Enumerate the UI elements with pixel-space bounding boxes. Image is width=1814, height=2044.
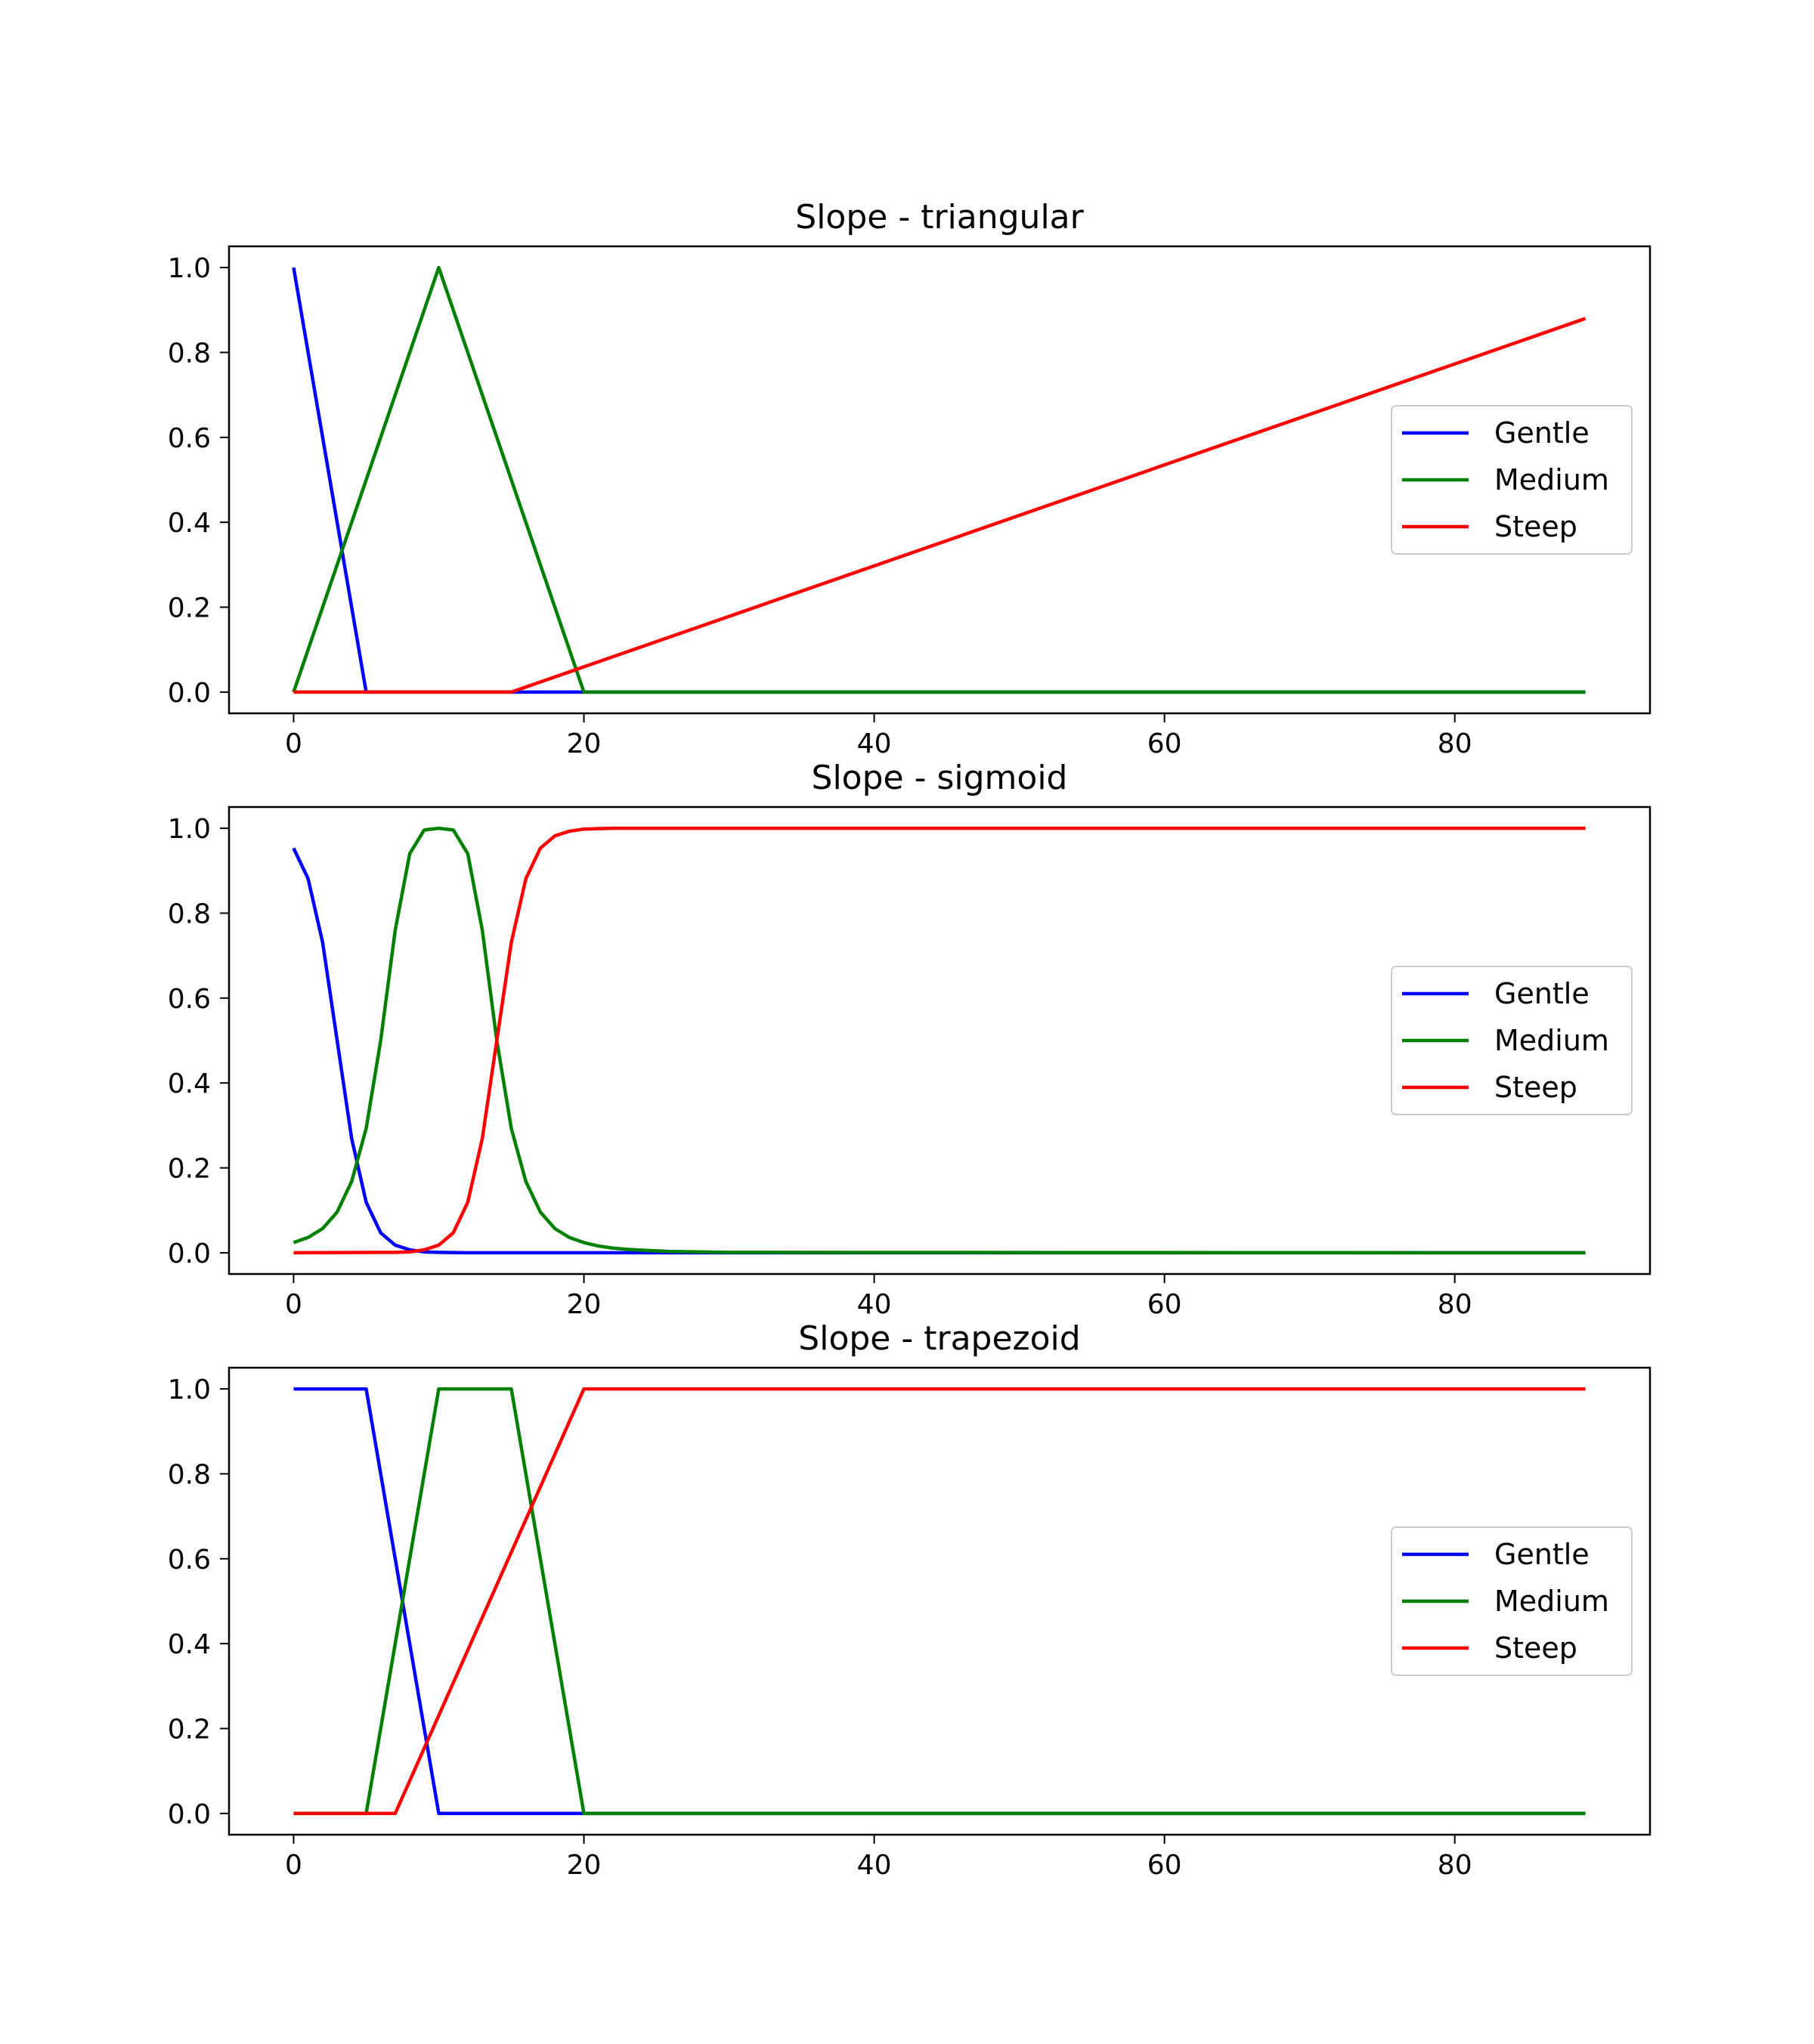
y-tick-label: 0.6 <box>168 423 211 454</box>
x-tick-label: 0 <box>285 728 302 759</box>
x-tick-label: 40 <box>857 1850 892 1881</box>
series-line-medium <box>292 265 1586 694</box>
legend: Gentle Medium Steep <box>1391 1526 1633 1676</box>
series-line-gentle <box>292 847 1586 1255</box>
y-tick-label: 1.0 <box>168 814 211 845</box>
y-tick-label: 0.0 <box>168 1799 211 1830</box>
x-tick-label: 0 <box>285 1289 302 1320</box>
subplot-1: Slope - triangular 0 20 40 60 80 0.0 0.2 0.4 0.6 0… <box>168 198 1651 759</box>
chart-title: Slope - sigmoid <box>812 759 1068 797</box>
legend-box <box>1391 1526 1633 1676</box>
x-tick-label: 60 <box>1147 728 1182 759</box>
y-tick-label: 0.4 <box>168 1068 211 1099</box>
chart-title: Slope - triangular <box>795 198 1084 237</box>
legend-box <box>1391 966 1633 1115</box>
y-tick-label: 0.0 <box>168 1238 211 1269</box>
legend-label: Gentle <box>1494 977 1590 1010</box>
legend-label: Medium <box>1494 463 1609 496</box>
chart-title: Slope - trapezoid <box>798 1319 1080 1358</box>
x-tick-label: 20 <box>567 728 602 759</box>
x-tick-label: 80 <box>1438 1289 1472 1320</box>
x-tick-label: 40 <box>857 728 892 759</box>
legend-label: Medium <box>1494 1024 1609 1057</box>
x-tick-label: 80 <box>1438 1850 1472 1881</box>
x-tick-label: 40 <box>857 1289 892 1320</box>
axes-frame <box>228 1366 1651 1836</box>
axes-frame <box>228 245 1651 715</box>
y-tick-label: 0.8 <box>168 338 211 369</box>
legend-label: Steep <box>1494 1631 1577 1665</box>
legend-label: Gentle <box>1494 416 1590 450</box>
legend: Gentle Medium Steep <box>1391 966 1633 1115</box>
legend-label: Steep <box>1494 510 1577 543</box>
legend: Gentle Medium Steep <box>1391 405 1633 555</box>
y-tick-label: 0.8 <box>168 1459 211 1490</box>
y-tick-label: 1.0 <box>168 1375 211 1405</box>
subplot-2: Slope - sigmoid 0 20 40 60 80 0.0 0.2 0.4 0.6 0.8 1… <box>168 759 1651 1320</box>
axes-frame <box>228 806 1651 1276</box>
x-tick-label: 60 <box>1147 1850 1182 1881</box>
y-tick-label: 0.0 <box>168 678 211 709</box>
y-tick-label: 0.6 <box>168 1545 211 1576</box>
y-tick-label: 0.2 <box>168 1154 211 1185</box>
legend-label: Steep <box>1494 1071 1577 1104</box>
series-line-medium <box>293 826 1586 1255</box>
x-tick-label: 20 <box>567 1289 602 1320</box>
series-line-steep <box>293 317 1586 694</box>
y-tick-label: 0.2 <box>168 593 211 624</box>
series-line-steep <box>293 826 1586 1255</box>
y-tick-label: 0.4 <box>168 1629 211 1660</box>
subplot-3: Slope - trapezoid 0 20 40 60 80 0.0 0.2 0.4 0.6 0.… <box>168 1319 1651 1881</box>
legend-box <box>1391 405 1633 555</box>
y-tick-label: 0.6 <box>168 984 211 1015</box>
y-tick-label: 0.4 <box>168 508 211 539</box>
y-tick-label: 0.2 <box>168 1715 211 1746</box>
legend-label: Medium <box>1494 1585 1609 1618</box>
y-tick-label: 1.0 <box>168 253 211 284</box>
x-tick-label: 20 <box>567 1850 602 1881</box>
legend-label: Gentle <box>1494 1538 1590 1571</box>
y-tick-label: 0.8 <box>168 898 211 929</box>
x-tick-label: 80 <box>1438 728 1472 759</box>
x-tick-label: 0 <box>285 1850 302 1881</box>
series-line-steep <box>293 1387 1586 1816</box>
x-tick-label: 60 <box>1147 1289 1182 1320</box>
